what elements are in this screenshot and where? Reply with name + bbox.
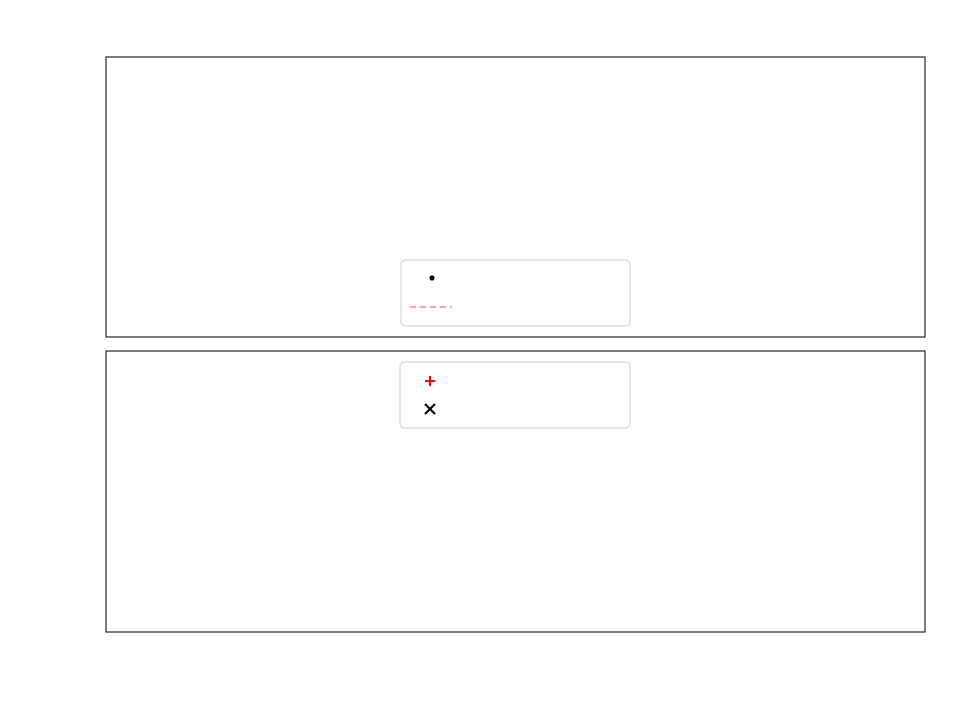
bottom-axes-frame [105, 350, 926, 633]
measurement-legend-marker [429, 275, 435, 281]
bottom-panel [105, 350, 926, 633]
top-legend [400, 259, 631, 327]
top-axes-frame [105, 56, 926, 338]
top-panel [105, 56, 926, 338]
top-legend-box [400, 259, 631, 327]
bottom-legend [399, 361, 631, 429]
bottom-legend-box [399, 361, 631, 429]
predicted-legend-marker [424, 403, 436, 415]
matched-legend-marker [425, 376, 435, 386]
